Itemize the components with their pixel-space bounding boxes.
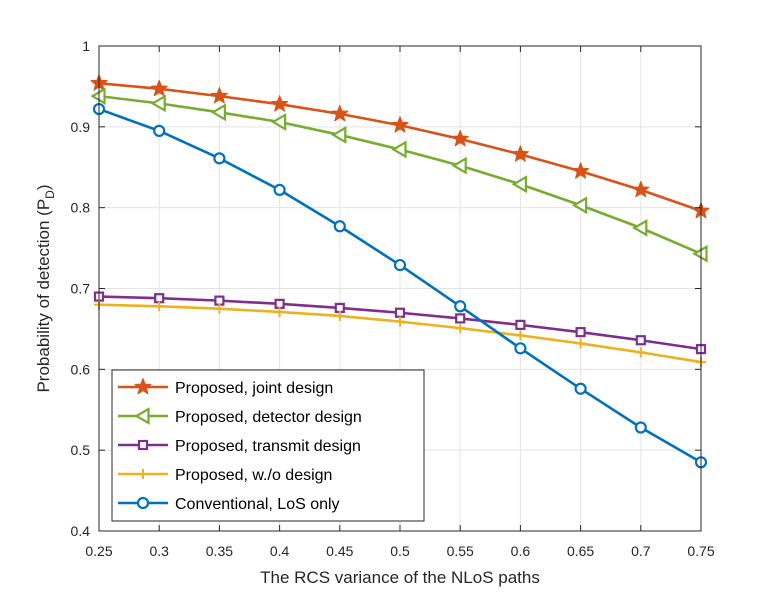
data-point — [391, 140, 407, 159]
data-point — [271, 95, 289, 112]
data-point — [395, 316, 405, 327]
x-axis-label: The RCS variance of the NLoS paths — [260, 568, 540, 587]
data-point — [334, 302, 345, 313]
data-point — [334, 310, 345, 321]
data-point — [455, 313, 466, 324]
data-point — [575, 338, 586, 349]
data-point — [451, 129, 469, 147]
data-point — [572, 162, 590, 179]
legend-label: Proposed, joint design — [175, 380, 333, 397]
y-tick-label: 1 — [82, 38, 90, 54]
data-point — [515, 319, 526, 330]
y-tick-label: 0.9 — [71, 119, 91, 135]
data-point — [634, 421, 647, 434]
data-point — [511, 175, 528, 194]
x-tick-label: 0.75 — [687, 543, 714, 559]
x-tick-label: 0.45 — [326, 543, 353, 559]
y-axis-label-subscript: D — [43, 190, 57, 199]
legend-label: Proposed, w./o design — [175, 467, 332, 484]
data-point — [393, 258, 407, 272]
x-tick-label: 0.4 — [270, 543, 290, 559]
data-point — [391, 116, 409, 133]
y-tick-label: 0.4 — [71, 523, 91, 539]
data-point — [210, 103, 226, 122]
x-tick-label: 0.35 — [206, 543, 233, 559]
data-point — [635, 347, 646, 358]
y-tick-label: 0.5 — [71, 442, 91, 458]
data-point — [153, 124, 166, 137]
data-point — [274, 298, 285, 309]
data-point — [571, 196, 588, 215]
legend-item: Conventional, LoS only — [118, 496, 340, 513]
legend-marker — [136, 496, 150, 510]
y-axis-label-main: Probability of detection (P — [34, 199, 53, 393]
legend-item: Proposed, w./o design — [118, 467, 332, 484]
x-tick-label: 0.55 — [447, 543, 474, 559]
data-point — [210, 87, 228, 104]
data-point — [270, 113, 287, 131]
data-point — [574, 382, 587, 395]
data-point — [154, 293, 165, 304]
series-3 — [94, 299, 706, 368]
data-point — [274, 306, 285, 317]
series-1 — [90, 87, 708, 263]
x-tick-label: 0.25 — [85, 543, 112, 559]
data-point — [214, 303, 225, 314]
ticks — [98, 45, 702, 532]
legend-marker — [138, 469, 148, 479]
data-point — [515, 330, 526, 341]
legend-label: Conventional, LoS only — [175, 496, 340, 513]
legend-marker — [134, 378, 152, 395]
data-point — [635, 335, 646, 346]
y-tick-label: 0.8 — [71, 200, 91, 216]
data-point — [154, 301, 165, 312]
data-point — [214, 295, 225, 306]
data-point — [454, 300, 467, 313]
data-point — [455, 323, 466, 334]
x-tick-labels: 0.25 0.3 0.35 0.4 0.45 0.5 0.55 0.6 0.65 0.7 0.75 — [85, 543, 714, 559]
data-point — [331, 104, 349, 122]
data-point — [451, 156, 467, 175]
x-tick-label: 0.3 — [149, 543, 169, 559]
legend-marker — [134, 407, 150, 425]
x-tick-label: 0.7 — [631, 543, 651, 559]
legend-item: Proposed, detector design — [118, 407, 362, 426]
data-point — [213, 152, 226, 165]
x-tick-label: 0.6 — [511, 543, 531, 559]
data-point — [632, 218, 648, 237]
data-point — [273, 183, 286, 196]
data-point — [333, 220, 346, 233]
y-tick-label: 0.7 — [71, 281, 91, 297]
series-group — [90, 74, 710, 469]
y-tick-label: 0.6 — [71, 361, 91, 377]
data-point — [150, 94, 166, 113]
legend-label: Proposed, detector design — [175, 409, 362, 426]
legend: Proposed, joint design Proposed, detector… — [111, 369, 425, 522]
data-point — [394, 307, 406, 318]
y-axis-label: Probability of detection (PD) — [34, 184, 57, 392]
data-point — [575, 327, 586, 338]
legend-item: Proposed, joint design — [118, 378, 333, 397]
data-point — [150, 79, 168, 97]
y-tick-labels: 0.4 0.5 0.6 0.7 0.8 0.9 1 — [71, 38, 91, 539]
legend-label: Proposed, transmit design — [175, 438, 361, 455]
y-axis-label-close: ) — [34, 184, 53, 190]
x-tick-label: 0.5 — [390, 543, 410, 559]
legend-marker — [137, 439, 149, 451]
data-point — [331, 126, 347, 144]
data-point — [511, 145, 529, 162]
data-point — [632, 180, 650, 198]
x-tick-label: 0.65 — [567, 543, 594, 559]
legend-item: Proposed, transmit design — [118, 438, 361, 455]
data-point — [514, 342, 527, 355]
